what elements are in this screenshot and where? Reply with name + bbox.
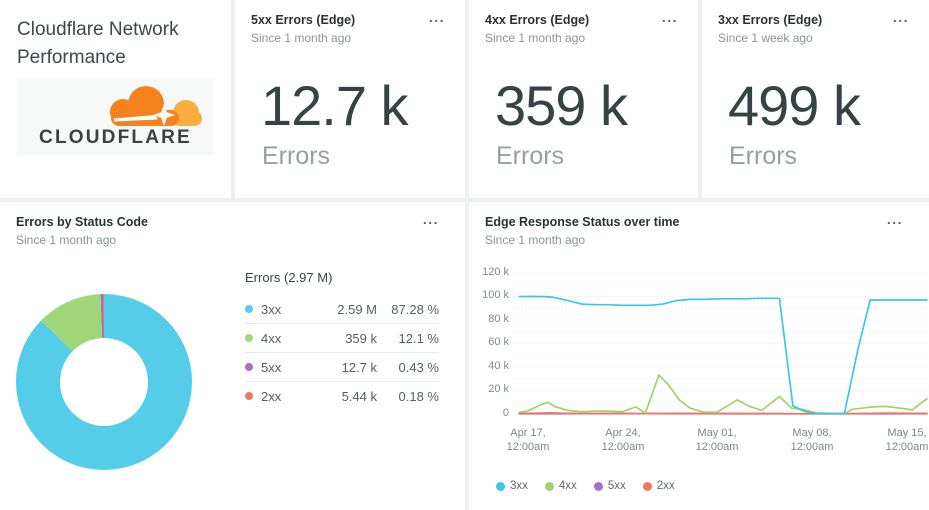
stat-card-4xx-errors: 4xx Errors (Edge) Since 1 month ago ... … xyxy=(469,0,698,198)
edge-response-line-chart[interactable] xyxy=(513,268,928,420)
y-axis-tick: 40 k xyxy=(488,360,509,372)
y-axis-tick: 20 k xyxy=(488,383,509,395)
stat-value: 499 k xyxy=(728,74,861,137)
legend-value: 12.7 k xyxy=(341,359,377,375)
legend-item-5xx[interactable]: 5xx xyxy=(593,480,626,492)
legend-percent: 12.1 % xyxy=(398,330,439,346)
timeseries-legend: 3xx 4xx 5xx 2xx xyxy=(496,480,675,492)
y-axis-tick: 120 k xyxy=(482,266,509,278)
status-code-donut-chart[interactable] xyxy=(16,294,192,470)
legend-label: 3xx xyxy=(510,480,528,492)
4xx-color-dot xyxy=(544,481,554,491)
y-axis-tick: 60 k xyxy=(488,336,509,348)
3xx-color-dot xyxy=(496,481,505,491)
5xx-color-dot xyxy=(245,363,253,371)
x-axis-tick: Apr 17, 12:00am xyxy=(506,427,550,453)
card-timerange: Since 1 month ago xyxy=(251,31,352,45)
x-axis-tick: Apr 24, 12:00am xyxy=(601,427,645,453)
legend-value: 359 k xyxy=(345,330,377,346)
2xx-color-dot xyxy=(642,481,652,491)
errors-by-status-code-card: Errors by Status Code Since 1 month ago … xyxy=(0,202,465,510)
card-title: 4xx Errors (Edge) xyxy=(485,13,590,27)
card-title: 3xx Errors (Edge) xyxy=(718,13,823,27)
legend-label: 5xx xyxy=(607,480,626,492)
legend-row-4xx[interactable]: 4xx 359 k 12.1 % xyxy=(245,323,439,352)
legend-row-5xx[interactable]: 5xx 12.7 k 0.43 % xyxy=(245,352,439,381)
card-menu-icon[interactable]: ... xyxy=(892,9,909,25)
stat-value: 12.7 k xyxy=(261,74,409,137)
stat-card-5xx-errors: 5xx Errors (Edge) Since 1 month ago ... … xyxy=(235,0,465,198)
edge-response-status-card: Edge Response Status over time Since 1 m… xyxy=(469,202,929,510)
card-title: Edge Response Status over time xyxy=(485,215,680,229)
3xx-color-dot xyxy=(245,305,253,313)
donut-legend: Errors (2.97 M) 3xx 2.59 M 87.28 % 4xx 3… xyxy=(245,269,439,410)
y-axis-tick: 0 xyxy=(502,407,509,419)
y-axis-tick: 80 k xyxy=(488,313,509,325)
stat-value: 359 k xyxy=(495,74,628,137)
legend-percent: 0.43 % xyxy=(398,359,439,375)
stat-card-3xx-errors: 3xx Errors (Edge) Since 1 week ago ... 4… xyxy=(702,0,929,198)
legend-label: 3xx xyxy=(261,301,282,317)
card-timerange: Since 1 month ago xyxy=(485,31,586,45)
stat-unit-label: Errors xyxy=(729,142,798,170)
legend-item-4xx[interactable]: 4xx xyxy=(544,480,577,492)
2xx-color-dot xyxy=(245,392,253,400)
legend-percent: 87.28 % xyxy=(391,301,439,317)
legend-row-3xx[interactable]: 3xx 2.59 M 87.28 % xyxy=(245,295,439,323)
x-axis-tick: May 08, 12:00am xyxy=(790,427,834,453)
legend-label: 2xx xyxy=(261,388,282,404)
legend-label: 5xx xyxy=(261,359,282,375)
page-title: Cloudflare Network Performance xyxy=(17,19,179,68)
legend-percent: 0.18 % xyxy=(398,388,439,404)
cloudflare-wordmark: CLOUDFLARE xyxy=(39,127,192,148)
stat-unit-label: Errors xyxy=(496,142,565,170)
card-menu-icon[interactable]: ... xyxy=(886,211,903,227)
legend-item-2xx[interactable]: 2xx xyxy=(642,480,675,492)
y-axis-tick: 100 k xyxy=(482,289,509,301)
cloudflare-cloud-icon xyxy=(110,86,202,126)
legend-value: 2.59 M xyxy=(337,301,377,317)
legend-item-3xx[interactable]: 3xx xyxy=(496,480,528,492)
legend-label: 4xx xyxy=(558,480,577,492)
cloudflare-logo: CLOUDFLARE xyxy=(17,78,214,155)
5xx-color-dot xyxy=(593,481,603,491)
donut-legend-header: Errors (2.97 M) xyxy=(245,270,333,285)
card-timerange: Since 1 month ago xyxy=(16,233,117,247)
card-title: 5xx Errors (Edge) xyxy=(251,13,356,27)
card-timerange: Since 1 week ago xyxy=(718,31,813,45)
stat-unit-label: Errors xyxy=(262,142,331,170)
card-menu-icon[interactable]: ... xyxy=(422,211,439,227)
dashboard-title-card: Cloudflare Network Performance CLOUDFLAR… xyxy=(0,0,231,198)
card-title: Errors by Status Code xyxy=(16,215,148,229)
legend-row-2xx[interactable]: 2xx 5.44 k 0.18 % xyxy=(245,381,439,410)
4xx-color-dot xyxy=(245,334,253,342)
card-menu-icon[interactable]: ... xyxy=(661,9,678,25)
card-menu-icon[interactable]: ... xyxy=(428,9,445,25)
legend-value: 5.44 k xyxy=(341,388,377,404)
card-timerange: Since 1 month ago xyxy=(485,233,586,247)
x-axis-tick: May 01, 12:00am xyxy=(695,427,739,453)
x-axis-tick: May 15, 12:00am xyxy=(885,427,929,453)
legend-label: 2xx xyxy=(656,480,675,492)
legend-label: 4xx xyxy=(261,330,282,346)
